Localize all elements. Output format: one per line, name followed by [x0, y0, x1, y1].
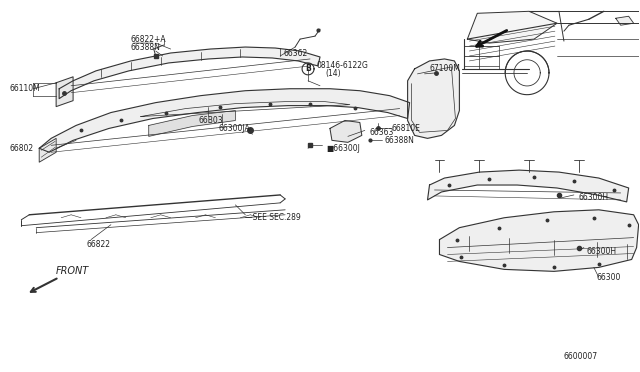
Text: (14): (14) — [325, 69, 340, 78]
Text: 66822+A: 66822+A — [131, 35, 166, 44]
Text: —SEE SEC.289: —SEE SEC.289 — [245, 213, 301, 222]
Text: 66388N: 66388N — [385, 136, 415, 145]
Text: 66822: 66822 — [86, 240, 110, 249]
Text: 66B03: 66B03 — [198, 116, 223, 125]
Polygon shape — [39, 89, 410, 152]
Polygon shape — [467, 11, 557, 43]
Text: 67100M: 67100M — [429, 64, 460, 73]
Text: 6600007: 6600007 — [564, 352, 598, 361]
Polygon shape — [56, 77, 73, 107]
Text: 66300H: 66300H — [587, 247, 617, 256]
Polygon shape — [428, 170, 628, 202]
Polygon shape — [39, 138, 56, 162]
Polygon shape — [440, 210, 639, 271]
Text: 66802: 66802 — [10, 144, 33, 153]
Text: 66300JA: 66300JA — [218, 124, 250, 133]
Polygon shape — [148, 110, 236, 137]
Text: 66300H: 66300H — [579, 193, 609, 202]
Text: 66810E: 66810E — [392, 124, 420, 133]
Polygon shape — [59, 47, 320, 99]
Polygon shape — [408, 59, 460, 138]
Text: 66110M: 66110M — [10, 84, 40, 93]
Text: 66363: 66363 — [370, 128, 394, 137]
Text: FRONT: FRONT — [56, 266, 90, 276]
Polygon shape — [616, 16, 634, 25]
Polygon shape — [330, 121, 362, 142]
Text: 66362: 66362 — [283, 48, 307, 58]
Text: 66388N: 66388N — [131, 42, 161, 52]
Text: 66300: 66300 — [596, 273, 621, 282]
Text: ■66300J: ■66300J — [326, 144, 360, 153]
Text: 08146-6122G: 08146-6122G — [316, 61, 368, 70]
Text: B: B — [305, 64, 311, 73]
